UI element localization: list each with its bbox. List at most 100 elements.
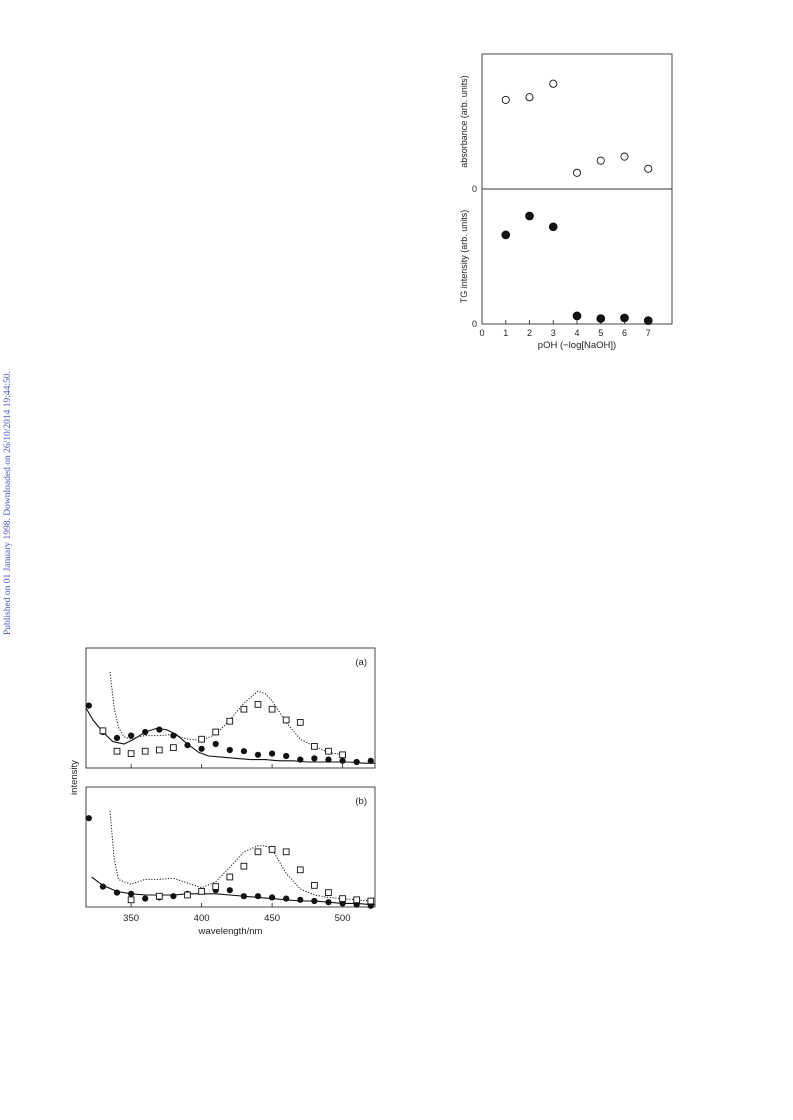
ph-x-tick-label: 5 bbox=[598, 328, 603, 338]
ph-x-tick-label: 2 bbox=[527, 328, 532, 338]
spectrum-open-marker bbox=[127, 750, 135, 757]
spectrum-open-marker bbox=[311, 882, 318, 889]
ph-tg-point bbox=[525, 211, 534, 221]
spectrum-x-tick-label: 500 bbox=[335, 913, 351, 924]
ph-tg-point bbox=[596, 314, 606, 323]
spectrum-filled-marker bbox=[283, 895, 290, 902]
spectrum-open-marker bbox=[268, 846, 276, 853]
ph-tg-point bbox=[548, 222, 558, 232]
ph-x-tick-label: 3 bbox=[551, 328, 556, 338]
spectrum-open-marker bbox=[212, 728, 220, 736]
spectrum-filled-marker bbox=[353, 758, 360, 766]
ph-y-axis-label: absorbance (arb. units) bbox=[459, 75, 469, 168]
ph-y-tick-label: 0 bbox=[472, 184, 477, 194]
spectrum-open-marker bbox=[141, 747, 149, 755]
ph-absorbance-point bbox=[644, 164, 653, 173]
spectrum-filled-marker bbox=[240, 748, 247, 755]
spectrum-filled-marker bbox=[142, 728, 149, 736]
spectrum-filled-marker bbox=[156, 726, 163, 733]
spectrum-filled-marker bbox=[184, 742, 191, 749]
spectrum-x-axis-label: wavelength/nm bbox=[198, 926, 263, 937]
spectrum-filled-marker bbox=[254, 893, 262, 900]
spectrum-filled-marker bbox=[85, 702, 92, 709]
ph-y-axis-label: TG intensity (arb. units) bbox=[459, 210, 469, 304]
spectrum-solid-line bbox=[91, 876, 375, 906]
spectrum-y-axis-label: intensity bbox=[69, 760, 80, 795]
ph-absorbance-point bbox=[549, 79, 558, 88]
spectrum-open-marker bbox=[99, 727, 107, 735]
spectrum-open-marker bbox=[282, 716, 290, 724]
spectrum-open-marker bbox=[240, 862, 248, 870]
spectrum-open-marker bbox=[113, 747, 121, 755]
ph-absorbance-point bbox=[572, 168, 582, 177]
spectra-figure: (a) (b) 350 400 450 500 wavelength/nm intensity bbox=[69, 647, 376, 937]
spectrum-filled-marker bbox=[339, 757, 346, 764]
spectrum-open-marker bbox=[198, 888, 205, 895]
spectrum-filled-marker bbox=[297, 756, 304, 763]
ph-absorbance-point bbox=[596, 156, 605, 165]
spectrum-open-marker bbox=[155, 746, 163, 754]
spectrum-open-marker bbox=[226, 717, 234, 725]
ph-tg-point bbox=[643, 316, 653, 325]
spectrum-filled-marker bbox=[325, 756, 332, 763]
ph-dependence-figure: 0 1 2 3 4 5 6 7 pOH (−log[NaOH]) 0 absorbance (arb… bbox=[459, 53, 673, 351]
spectrum-filled-marker bbox=[283, 752, 290, 760]
spectrum-open-marker bbox=[311, 743, 318, 750]
spectrum-open-marker bbox=[254, 701, 262, 708]
spectrum-filled-marker bbox=[325, 899, 332, 906]
ph-x-tick-label: 6 bbox=[622, 328, 627, 338]
spectrum-open-marker bbox=[282, 848, 290, 856]
spectrum-open-marker bbox=[240, 705, 248, 713]
spectrum-filled-marker bbox=[113, 889, 121, 896]
spectrum-solid-line bbox=[85, 707, 375, 764]
spectrum-open-marker bbox=[184, 891, 191, 899]
ph-y-tick-label: 0 bbox=[472, 319, 477, 329]
spectrum-open-marker bbox=[155, 892, 163, 900]
spectrum-open-marker bbox=[339, 751, 346, 759]
spectrum-filled-marker bbox=[99, 883, 107, 890]
ph-absorbance-point bbox=[620, 152, 629, 161]
ph-absorbance-point bbox=[501, 95, 510, 104]
spectrum-open-marker bbox=[198, 735, 205, 743]
spectrum-filled-marker bbox=[142, 895, 149, 902]
spectrum-panel-frame bbox=[85, 786, 376, 908]
spectrum-open-marker bbox=[268, 705, 276, 713]
spectrum-open-marker bbox=[325, 889, 332, 896]
ph-absorbance-point bbox=[525, 93, 534, 102]
spectrum-panel-label: (b) bbox=[355, 796, 367, 807]
spectrum-open-marker bbox=[254, 848, 262, 856]
spectrum-filled-marker bbox=[226, 746, 233, 754]
ph-tg-point bbox=[620, 313, 629, 323]
ph-x-tick-label: 7 bbox=[646, 328, 651, 338]
spectrum-panel-label: (a) bbox=[355, 657, 367, 668]
spectrum-filled-marker bbox=[240, 893, 247, 900]
spectrum-filled-marker bbox=[226, 887, 233, 894]
spectrum-filled-marker bbox=[113, 734, 121, 742]
spectrum-open-marker bbox=[353, 896, 361, 904]
spectrum-filled-marker bbox=[85, 815, 92, 822]
ph-x-axis-label: pOH (−log[NaOH]) bbox=[538, 340, 616, 351]
spectrum-dotted-line bbox=[109, 810, 371, 902]
spectrum-filled-marker bbox=[128, 890, 135, 897]
spectrum-x-tick-label: 350 bbox=[123, 913, 139, 924]
ph-tg-point bbox=[501, 230, 511, 240]
spectrum-open-marker bbox=[325, 747, 332, 755]
spectrum-x-tick-label: 450 bbox=[264, 913, 280, 924]
spectrum-filled-marker bbox=[311, 755, 318, 762]
spectrum-filled-marker bbox=[170, 893, 177, 900]
spectrum-open-marker bbox=[170, 744, 177, 751]
ph-x-tick-label: 1 bbox=[503, 328, 508, 338]
spectrum-open-marker bbox=[367, 897, 375, 905]
spectrum-open-marker bbox=[296, 719, 304, 726]
ph-x-tick-label: 0 bbox=[479, 328, 484, 338]
spectrum-open-marker bbox=[212, 883, 220, 890]
spectrum-filled-marker bbox=[268, 750, 276, 757]
spectrum-open-marker bbox=[339, 895, 346, 902]
spectrum-x-tick-label: 400 bbox=[194, 913, 210, 924]
spectrum-filled-marker bbox=[268, 894, 276, 901]
spectrum-filled-marker bbox=[212, 740, 219, 748]
spectrum-open-marker bbox=[226, 873, 234, 881]
spectrum-open-marker bbox=[127, 896, 135, 904]
spectrum-dotted-line bbox=[109, 671, 343, 756]
